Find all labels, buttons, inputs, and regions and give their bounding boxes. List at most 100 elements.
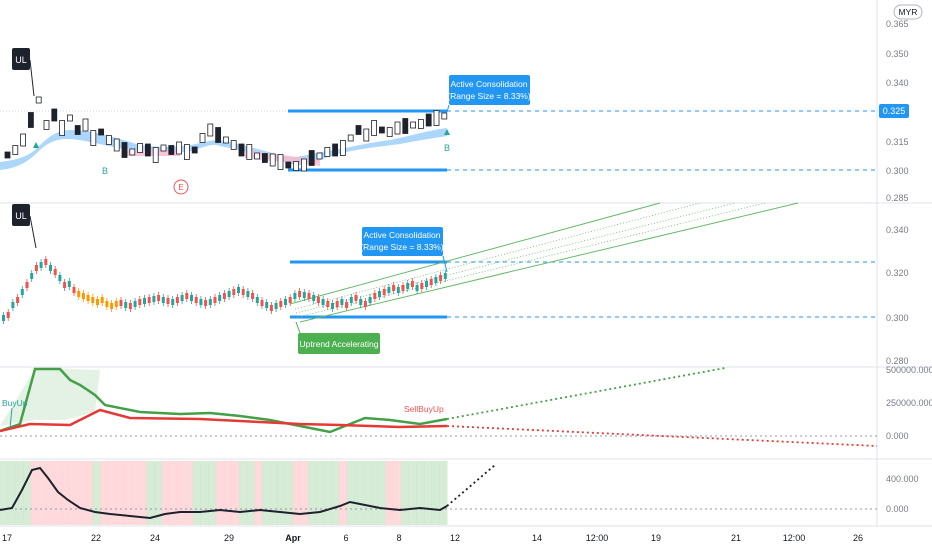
pane-4[interactable]: 400.000 0.000 <box>0 461 919 525</box>
trend-annotation[interactable] <box>298 333 380 354</box>
value-tick: 0.000 <box>886 431 909 441</box>
candle-body <box>222 293 226 299</box>
pane-1-bars <box>4 96 448 172</box>
price-tick: 0.300 <box>886 313 909 323</box>
signal-band <box>292 461 302 525</box>
price-bar <box>386 127 393 137</box>
candle-body <box>425 281 428 287</box>
candle-body <box>363 301 367 307</box>
candle-body <box>138 299 142 305</box>
price-tick: 0.300 <box>886 166 909 176</box>
candle-body <box>331 303 334 309</box>
candle-body <box>284 299 287 305</box>
symbol-badge-pointer <box>29 215 37 249</box>
candle-body <box>279 301 283 307</box>
time-tick: 26 <box>853 533 863 543</box>
candle-body <box>152 296 156 302</box>
candle-body <box>124 302 128 308</box>
time-tick: 12:00 <box>586 533 609 543</box>
time-axis[interactable]: 17 22 24 29 Apr 6 8 12 14 12:00 19 21 12… <box>2 533 863 543</box>
price-bar <box>207 123 214 137</box>
event-marker[interactable] <box>173 179 189 195</box>
price-bar <box>394 121 401 135</box>
signal-band <box>285 461 294 525</box>
price-bar <box>191 146 198 154</box>
symbol-badge[interactable] <box>12 48 30 70</box>
signal-band <box>346 461 356 525</box>
candle-body <box>199 299 203 305</box>
price-bar <box>137 143 144 153</box>
signal-band <box>0 461 9 525</box>
candle-body <box>302 292 306 298</box>
price-bar <box>332 143 339 157</box>
price-bar <box>410 121 417 129</box>
signal-band <box>30 461 40 525</box>
candle-body <box>6 312 10 318</box>
price-bar <box>277 154 284 170</box>
symbol-badge[interactable] <box>12 204 30 226</box>
time-tick: 24 <box>150 533 160 543</box>
signal-band <box>115 461 124 525</box>
signal-band <box>92 461 101 525</box>
candle-body <box>96 299 99 305</box>
time-tick: 19 <box>651 533 661 543</box>
price-bar <box>347 134 354 142</box>
candle-body <box>241 289 245 295</box>
price-bar <box>152 147 159 163</box>
pane-2[interactable]: UL Active Consolidation (Range Size = 8.… <box>2 202 909 366</box>
red-projection <box>446 425 878 447</box>
price-bar <box>433 110 440 126</box>
consolidation-annotation[interactable] <box>362 227 443 256</box>
candle-body <box>340 299 344 305</box>
pane-1[interactable]: UL Active Consolidation (Range Size = 8.… <box>0 4 923 203</box>
price-bar <box>129 148 136 156</box>
event-marker-text: E <box>178 183 183 192</box>
buy-marker[interactable]: B <box>444 143 450 153</box>
trend-channel[interactable] <box>289 202 799 323</box>
price-bar <box>222 136 229 144</box>
candle-body <box>86 295 90 301</box>
background-bands <box>0 461 448 525</box>
candle-body <box>335 301 339 307</box>
candle-body <box>410 281 414 287</box>
price-bar <box>293 161 300 171</box>
signal-band <box>208 461 217 525</box>
candle-body <box>67 281 71 287</box>
signal-band <box>154 461 163 525</box>
time-tick: 22 <box>91 533 101 543</box>
signal-band <box>393 461 402 525</box>
candle-body <box>34 265 38 271</box>
price-tick: 0.315 <box>886 137 909 147</box>
candle-body <box>443 273 447 279</box>
annotation-pointer <box>446 104 450 113</box>
consolidation-annotation[interactable] <box>449 75 530 105</box>
price-bar <box>43 120 50 130</box>
annotation-line1: Active Consolidation <box>363 230 440 240</box>
signal-band <box>223 461 232 525</box>
buy-marker[interactable]: B <box>102 166 108 176</box>
pane-3[interactable]: BuyUp SellBuyUp 500000.000 250000.000 0.… <box>0 365 932 447</box>
candle-body <box>359 299 363 305</box>
time-tick: 12 <box>450 533 460 543</box>
candle-body <box>429 279 433 285</box>
candle-body <box>194 297 198 303</box>
ema-ribbon <box>0 128 447 170</box>
price-bar <box>74 125 81 135</box>
signal-band <box>431 461 440 525</box>
signal-band <box>38 461 47 525</box>
candle-body <box>246 291 250 297</box>
candle-body <box>237 287 240 293</box>
price-bar <box>4 151 11 159</box>
price-bar <box>27 112 34 128</box>
candle-body <box>354 295 358 301</box>
candle-body <box>11 302 15 308</box>
currency-badge[interactable] <box>893 4 923 20</box>
signal-band <box>77 461 86 525</box>
candle-body <box>128 303 132 309</box>
price-bar <box>371 120 378 136</box>
signal-band <box>23 461 32 525</box>
buyup-label: BuyUp <box>2 398 28 408</box>
value-tick: 500000.000 <box>886 365 932 375</box>
channel-mid <box>297 202 766 318</box>
